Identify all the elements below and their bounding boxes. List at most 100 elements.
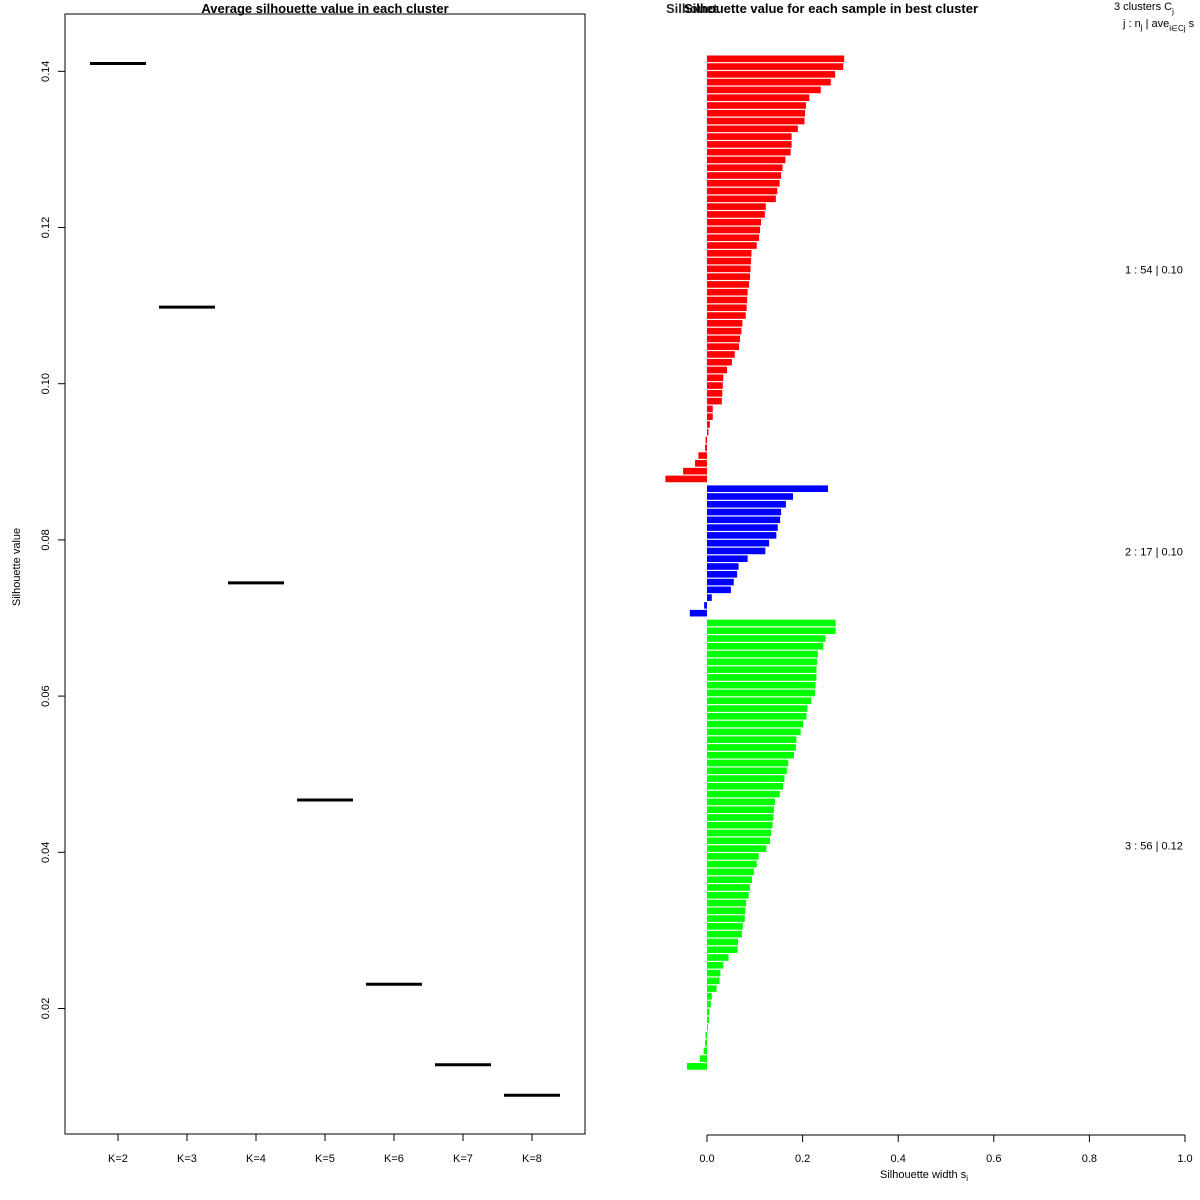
sample-silhouette-panel: Silhouette value for each sample in best…: [665, 1, 1195, 1183]
silhouette-bar: [707, 985, 717, 992]
right-x-ticks: 0.0 0.2 0.4 0.6 0.8 1.0: [699, 1135, 1193, 1165]
legend-header: 3 clusters Cj: [1114, 1, 1174, 16]
silhouette-bar: [707, 829, 772, 837]
silhouette-bar: [707, 234, 760, 242]
right-chart-title: Silhouette value for each sample in best…: [684, 1, 978, 16]
silhouette-bar: [707, 179, 780, 187]
silhouette-bar: [707, 164, 783, 172]
silhouette-bar: [707, 814, 774, 821]
silhouette-bar: [689, 609, 707, 617]
right-x-tick-label: 0.4: [891, 1153, 906, 1165]
silhouette-bar: [707, 586, 731, 594]
silhouette-bar: [707, 366, 728, 374]
legend-subheader-subscript-2: i∈Cj: [1169, 24, 1186, 33]
legend-subheader-ave: | ave: [1143, 18, 1170, 30]
silhouette-bar: [707, 125, 798, 133]
silhouette-bar: [707, 86, 821, 94]
silhouette-bar: [707, 876, 752, 883]
silhouette-bar: [707, 312, 746, 319]
silhouette-bar: [707, 250, 752, 257]
left-y-tick-label: 0.02: [40, 998, 52, 1019]
left-chart-title: Average silhouette value in each cluster: [201, 1, 448, 16]
cluster-label: 3 : 56 | 0.12: [1125, 840, 1183, 852]
left-y-ticks: 0.02 0.04 0.06 0.08 0.10 0.12 0.14: [40, 61, 65, 1019]
silhouette-bar: [707, 915, 745, 922]
silhouette-bar: [707, 1024, 708, 1031]
left-y-tick-label: 0.08: [40, 529, 52, 550]
silhouette-bar: [707, 563, 739, 570]
silhouette-bar: [707, 697, 812, 705]
silhouette-bar: [707, 109, 805, 117]
silhouette-bar: [707, 930, 742, 938]
silhouette-bar: [707, 524, 778, 531]
silhouette-bar: [707, 242, 757, 249]
silhouette-bar: [707, 977, 720, 985]
silhouette-bar: [707, 508, 782, 516]
silhouette-bar: [707, 643, 824, 650]
right-x-tick-label: 0.6: [986, 1153, 1001, 1165]
silhouette-bar: [707, 102, 806, 109]
silhouette-bar: [707, 156, 786, 164]
silhouette-bar: [707, 304, 747, 312]
silhouette-bar: [707, 343, 740, 350]
silhouette-bar: [707, 555, 748, 563]
silhouette-bar: [707, 891, 749, 899]
right-x-axis-label-subscript: i: [966, 1174, 968, 1183]
right-x-axis-label: Silhouette width si: [880, 1169, 968, 1183]
silhouette-bar: [683, 467, 707, 475]
silhouette-bar: [707, 226, 761, 234]
silhouette-bar: [705, 1032, 707, 1039]
silhouette-bar: [707, 516, 781, 524]
silhouette-bar: [665, 475, 707, 483]
silhouette-bar: [707, 868, 754, 876]
right-title-overlap: Silhouet: [666, 1, 718, 16]
silhouette-bar: [707, 899, 747, 907]
silhouette-bar: [707, 148, 791, 156]
silhouette-bar: [707, 141, 792, 148]
silhouette-bar: [707, 790, 780, 798]
silhouette-bar: [707, 845, 767, 852]
legend-subheader-subscript: j: [1140, 23, 1143, 32]
right-x-tick-label: 0.2: [795, 1153, 810, 1165]
right-x-axis-label-text: Silhouette width s: [880, 1169, 967, 1181]
average-silhouette-panel: Average silhouette value in each cluster…: [11, 1, 586, 1165]
silhouette-bar: [686, 1063, 707, 1070]
silhouette-bar: [707, 923, 743, 930]
silhouette-bar: [707, 532, 777, 539]
left-x-tick-label: K=7: [453, 1153, 473, 1165]
silhouette-bar: [707, 296, 748, 304]
left-x-tick-label: K=3: [177, 1153, 197, 1165]
silhouette-bar: [707, 619, 836, 627]
legend-header-subscript: j: [1171, 7, 1174, 16]
silhouette-bar: [707, 493, 794, 500]
legend-subheader: j : nj | avei∈Cj s: [1122, 18, 1195, 33]
silhouette-bar: [707, 775, 785, 782]
silhouette-bar: [707, 485, 828, 492]
left-y-tick-label: 0.14: [40, 61, 52, 82]
silhouette-bar: [707, 94, 810, 101]
silhouette-bar: [707, 806, 774, 813]
silhouette-bar: [707, 265, 751, 273]
left-x-tick-label: K=4: [246, 1153, 266, 1165]
silhouette-bar: [707, 500, 786, 508]
silhouette-bar: [703, 1047, 707, 1055]
silhouette-bar: [707, 172, 782, 179]
left-y-tick-label: 0.04: [40, 842, 52, 863]
cluster-label: 1 : 54 | 0.10: [1125, 264, 1183, 276]
silhouette-bar: [707, 187, 778, 195]
silhouette-bar: [707, 1016, 709, 1024]
silhouette-bar: [707, 374, 724, 382]
silhouette-bar: [707, 689, 816, 697]
silhouette-bar: [707, 798, 775, 806]
silhouette-bar: [707, 674, 817, 681]
silhouette-bar: [707, 413, 713, 420]
silhouette-bar: [699, 1055, 707, 1062]
silhouette-bar: [707, 203, 766, 210]
silhouette-bar: [707, 853, 759, 860]
silhouette-bar: [707, 969, 721, 977]
silhouette-bar: [707, 63, 844, 70]
silhouette-bar: [707, 117, 805, 125]
left-x-tick-label: K=2: [108, 1153, 128, 1165]
silhouette-bar: [707, 1000, 711, 1008]
